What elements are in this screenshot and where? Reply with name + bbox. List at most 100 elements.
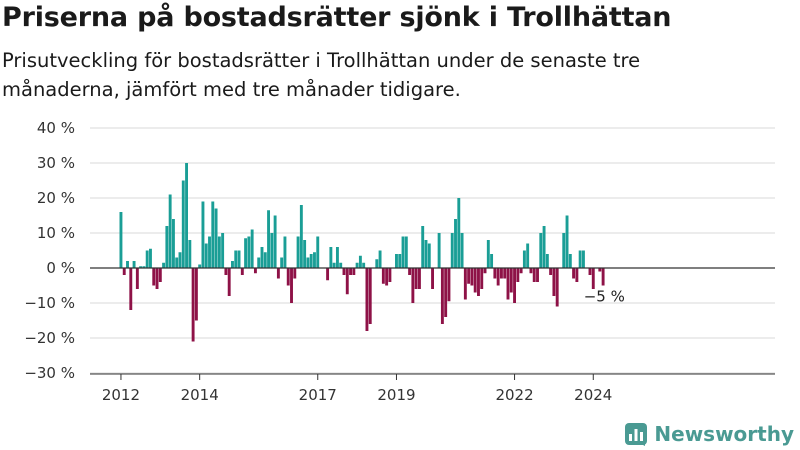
bar	[496, 268, 500, 286]
bar	[299, 205, 303, 268]
bar	[477, 268, 480, 296]
bar	[470, 268, 474, 286]
x-axis: 2012 2014 2017 2019 2022 2024	[90, 373, 775, 404]
bar	[237, 250, 241, 268]
bar	[250, 229, 254, 268]
bar	[253, 268, 257, 274]
bar	[332, 262, 336, 268]
bar	[404, 236, 408, 268]
bar	[247, 236, 251, 268]
bar	[293, 268, 297, 279]
bar	[601, 268, 605, 286]
bar	[119, 212, 123, 268]
brand-name: Newsworthy	[654, 422, 794, 446]
bar	[132, 261, 136, 268]
bar	[572, 268, 576, 279]
bar	[227, 268, 231, 296]
bar	[191, 268, 195, 342]
bar	[552, 268, 556, 296]
y-tick-label: 10 %	[37, 224, 75, 242]
bar	[162, 262, 166, 268]
bar	[339, 262, 343, 268]
bar	[536, 268, 539, 282]
bar	[398, 254, 402, 268]
bar	[365, 268, 369, 331]
bar	[155, 268, 159, 289]
bar	[198, 264, 202, 268]
bar	[231, 261, 234, 268]
bar	[185, 163, 188, 268]
bar	[267, 210, 270, 268]
bar	[503, 268, 507, 279]
bar	[457, 198, 461, 268]
bar	[555, 268, 559, 307]
bar	[139, 266, 143, 268]
bar	[165, 226, 169, 268]
brand-logo: Newsworthy	[624, 422, 794, 446]
bar	[591, 268, 595, 289]
bar	[509, 268, 513, 293]
bar	[122, 268, 126, 275]
bar	[145, 250, 149, 268]
bar	[473, 268, 477, 293]
bar	[194, 268, 198, 321]
x-tick-label: 2014	[181, 386, 219, 404]
bar	[149, 248, 152, 268]
bar	[368, 268, 372, 324]
bar	[542, 226, 546, 268]
y-tick-label: −20 %	[24, 329, 75, 347]
bar	[519, 268, 523, 274]
y-tick-label: −10 %	[24, 294, 75, 312]
bar	[329, 247, 333, 268]
bar	[480, 268, 484, 289]
bar	[355, 262, 359, 268]
bar	[211, 201, 215, 268]
bar	[437, 233, 441, 268]
bar	[240, 268, 244, 275]
bar	[493, 268, 497, 279]
bar	[326, 268, 330, 281]
bar	[431, 268, 434, 289]
bar	[545, 254, 549, 268]
bar	[280, 257, 284, 268]
bar	[581, 250, 585, 268]
bar	[588, 268, 592, 275]
bar	[375, 259, 379, 268]
bar	[578, 250, 582, 268]
bar	[516, 268, 520, 282]
bar	[411, 268, 415, 303]
bar	[175, 257, 179, 268]
bar	[395, 254, 398, 268]
bar	[188, 240, 192, 268]
bar	[306, 257, 310, 268]
y-tick-label: −30 %	[24, 364, 75, 382]
bar	[349, 268, 352, 275]
x-tick-label: 2019	[377, 386, 415, 404]
bar	[539, 233, 543, 268]
y-tick-label: 20 %	[37, 189, 75, 207]
bar	[417, 268, 421, 289]
bar	[440, 268, 444, 324]
bar	[506, 268, 510, 300]
bar	[486, 240, 490, 268]
bar	[568, 254, 572, 268]
bar	[529, 268, 533, 274]
bar	[385, 268, 389, 286]
bar	[276, 268, 280, 279]
bar	[335, 247, 339, 268]
bar	[342, 268, 346, 275]
bar	[427, 243, 431, 268]
bar	[290, 268, 293, 303]
bar	[565, 215, 569, 268]
bar	[204, 243, 208, 268]
bar	[313, 252, 316, 268]
bar	[270, 233, 274, 268]
bar	[214, 208, 218, 268]
x-tick-label: 2017	[299, 386, 337, 404]
bar	[408, 268, 412, 275]
bar	[450, 233, 454, 268]
bar	[244, 238, 248, 268]
bar	[158, 268, 162, 282]
bar	[286, 268, 290, 286]
bar	[532, 268, 536, 282]
